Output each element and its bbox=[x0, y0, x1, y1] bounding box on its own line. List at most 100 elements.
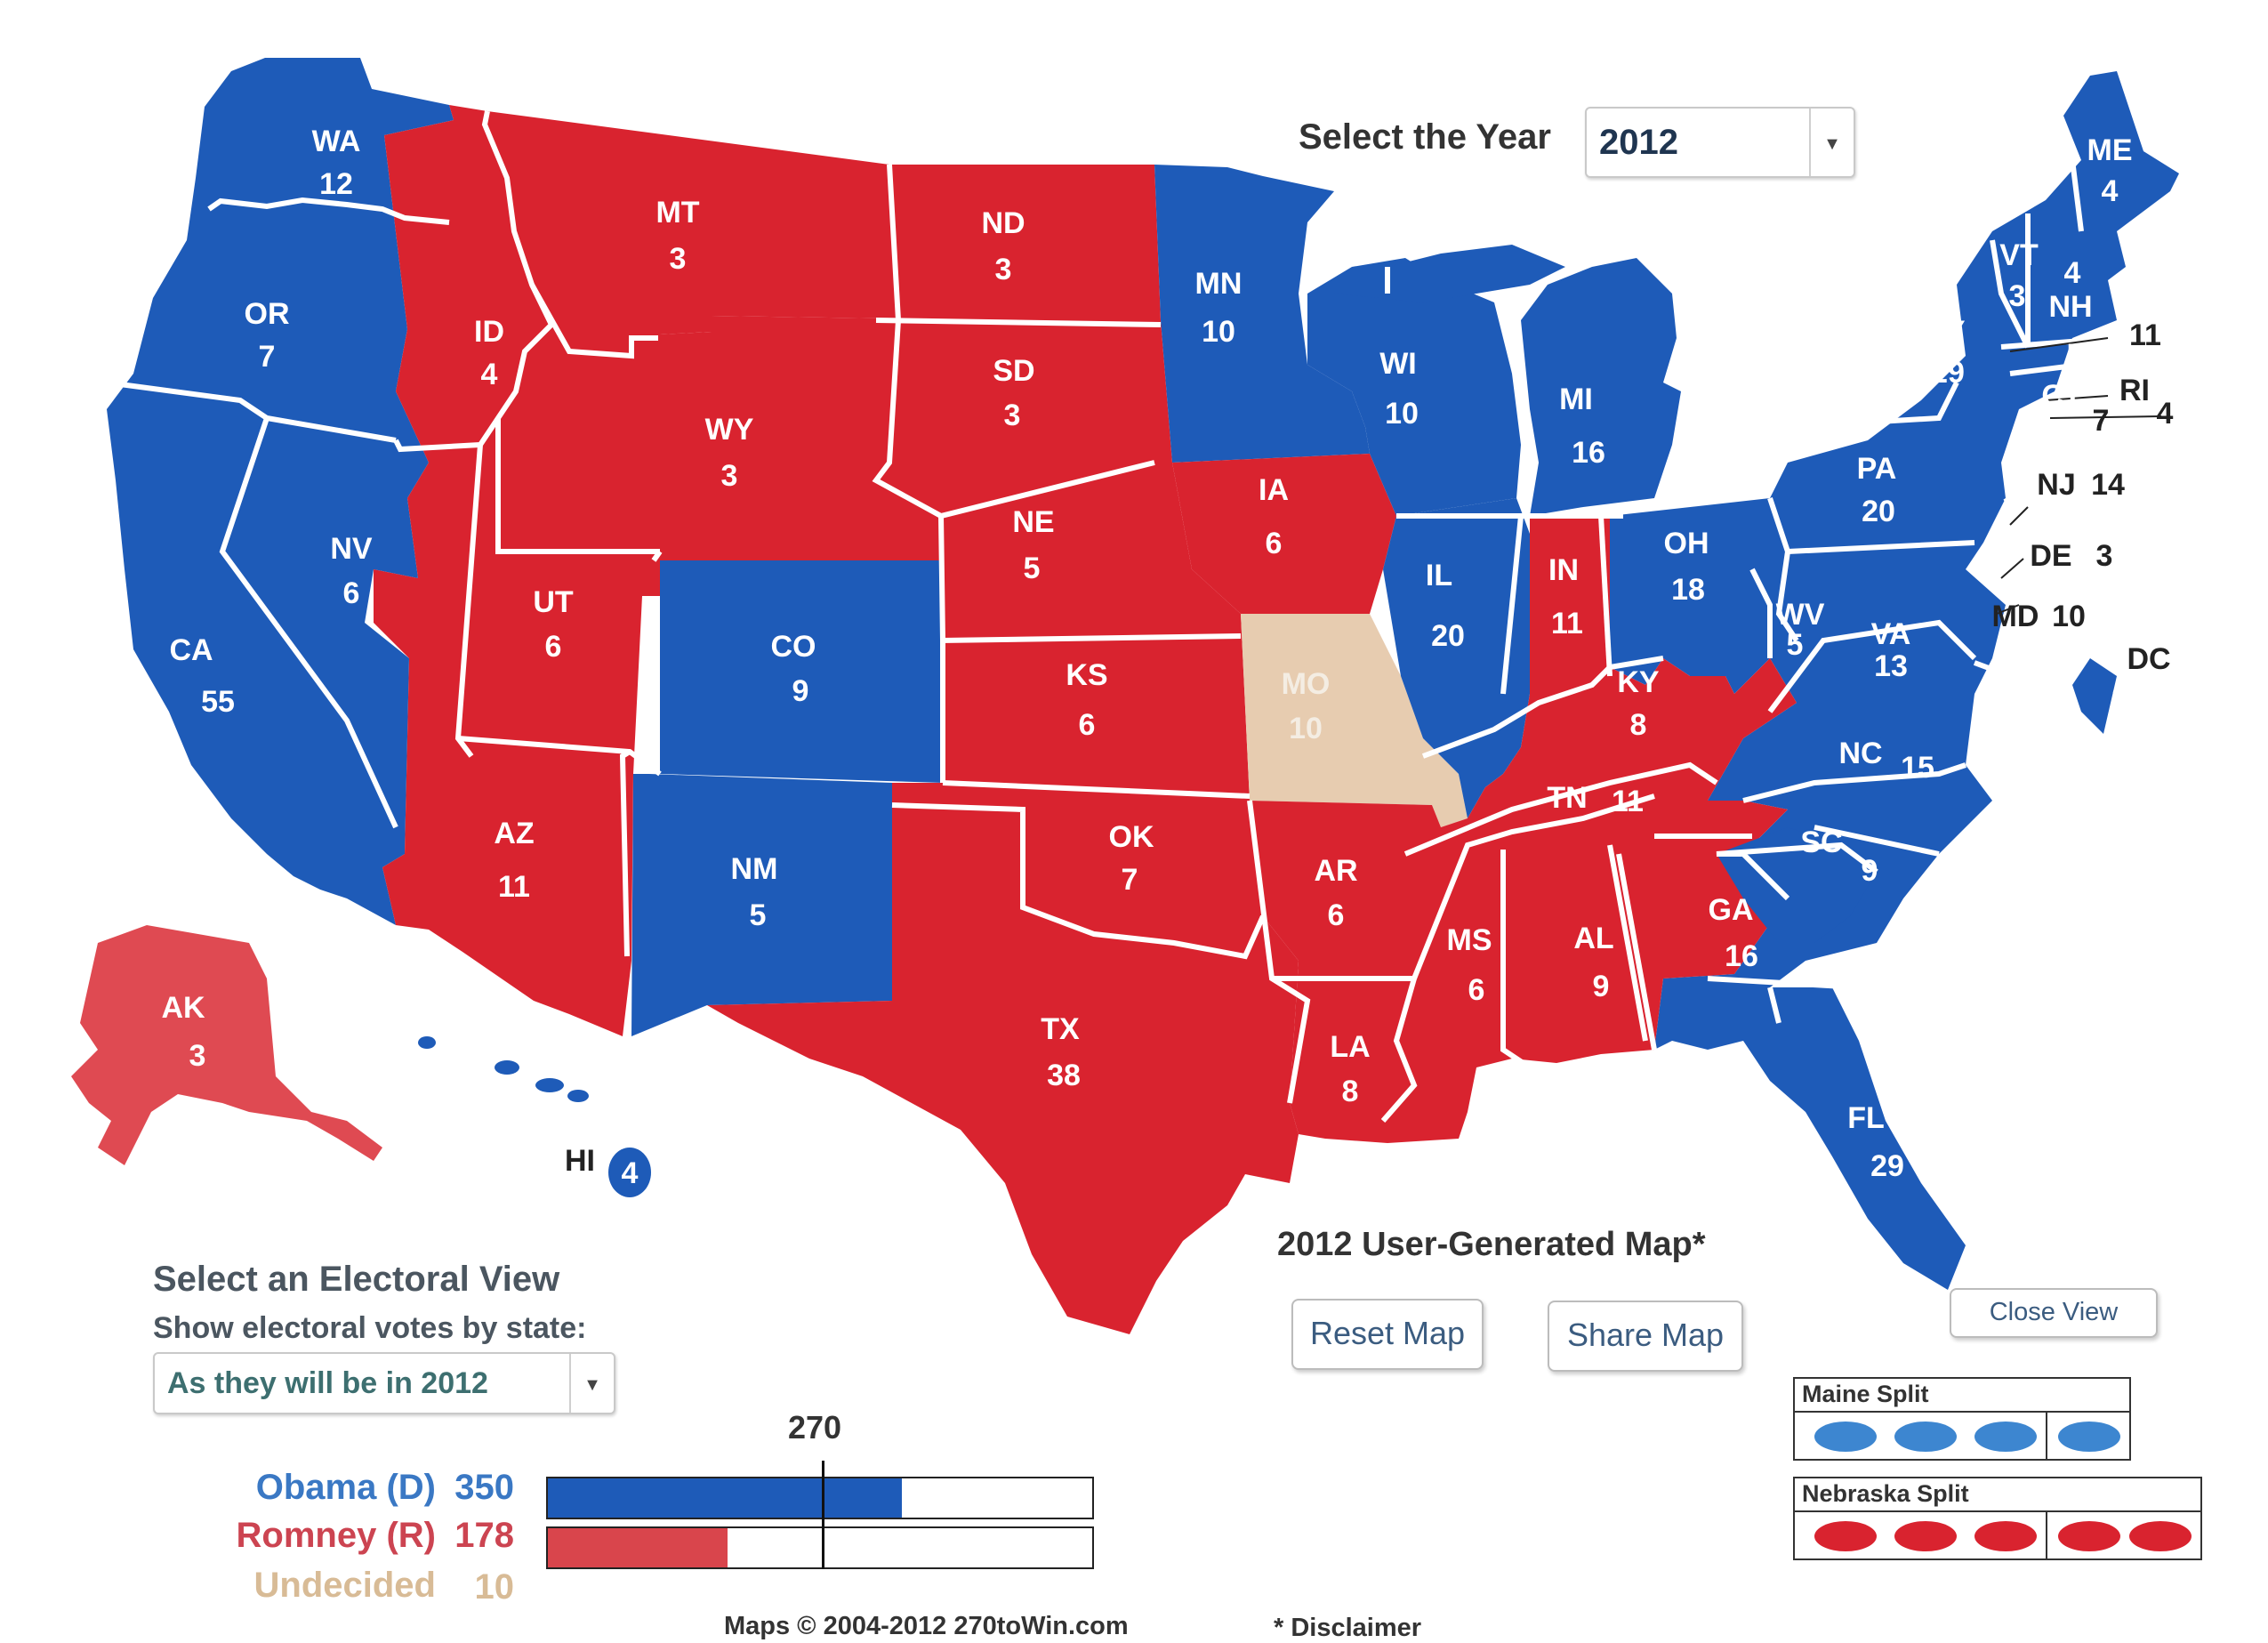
state-ev-me: 4 bbox=[2102, 174, 2119, 208]
obama-label: Obama (D) bbox=[255, 1468, 436, 1507]
state-ev-ma: 11 bbox=[2129, 318, 2161, 352]
state-ev-in: 11 bbox=[1551, 607, 1583, 640]
state-ev-nm: 5 bbox=[750, 898, 767, 932]
state-shape-dc[interactable] bbox=[2072, 658, 2117, 734]
state-ev-nd: 3 bbox=[995, 253, 1012, 286]
state-label-ar: AR bbox=[1314, 854, 1357, 888]
state-ev-ok: 7 bbox=[1122, 863, 1138, 897]
state-ev-ms: 6 bbox=[1468, 973, 1485, 1007]
state-ev-la: 8 bbox=[1342, 1075, 1359, 1108]
chevron-down-icon: ▼ bbox=[583, 1374, 601, 1395]
year-select[interactable]: 2012 ▼ bbox=[1585, 107, 1855, 178]
state-ev-or: 7 bbox=[259, 340, 276, 374]
state-ev-oh: 18 bbox=[1671, 573, 1705, 607]
nebraska-district-oval[interactable] bbox=[1814, 1521, 1877, 1551]
reset-map-button[interactable]: Reset Map bbox=[1291, 1299, 1484, 1370]
state-ev-ri: 4 bbox=[2157, 397, 2174, 431]
state-label-wi: WI bbox=[1379, 347, 1417, 381]
state-label-va: VA bbox=[1871, 617, 1911, 651]
state-label-ga: GA bbox=[1709, 893, 1754, 927]
state-ev-oh-abbr: OH bbox=[1664, 527, 1709, 560]
state-shape-ak[interactable] bbox=[71, 925, 382, 1165]
nebraska-split-title: Nebraska Split bbox=[1795, 1478, 2200, 1512]
electoral-view-title: Select an Electoral View bbox=[153, 1260, 560, 1299]
state-ev-wi: 10 bbox=[1385, 397, 1419, 431]
state-ev-tx: 38 bbox=[1047, 1059, 1081, 1092]
state-label-id: ID bbox=[474, 315, 504, 349]
state-label-ny: NY bbox=[1923, 315, 1966, 349]
state-shape-east-democrat[interactable] bbox=[1610, 71, 2179, 1290]
state-label-wa: WA bbox=[312, 125, 361, 158]
state-shape-il[interactable] bbox=[1383, 498, 1530, 818]
state-shape-nm[interactable] bbox=[631, 774, 892, 1036]
state-ev-nh: 4 bbox=[2064, 256, 2081, 290]
year-select-label: Select the Year bbox=[1299, 117, 1551, 157]
state-label-wy: WY bbox=[705, 413, 754, 447]
state-label-nv: NV bbox=[330, 532, 373, 566]
state-ev-wy: 3 bbox=[721, 459, 738, 493]
state-shape-hi[interactable] bbox=[418, 1036, 651, 1197]
state-label-or: OR bbox=[245, 297, 290, 331]
state-shape-mountain-republican[interactable] bbox=[374, 105, 889, 1036]
state-ev-sc: 9 bbox=[1862, 854, 1878, 888]
state-label-mt: MT bbox=[655, 196, 699, 230]
nebraska-district-oval[interactable] bbox=[2129, 1521, 2192, 1551]
undecided-label: Undecided bbox=[253, 1566, 436, 1605]
state-shape-mi-upper[interactable] bbox=[1334, 245, 1565, 302]
year-select-dropdown[interactable]: ▼ bbox=[1809, 109, 1854, 176]
maine-district-oval[interactable] bbox=[1894, 1422, 1957, 1452]
state-ev-ia: 6 bbox=[1266, 527, 1283, 560]
state-shape-plains-republican[interactable] bbox=[660, 165, 1299, 1334]
state-label-il: IL bbox=[1426, 559, 1452, 592]
disclaimer-link[interactable]: * Disclaimer bbox=[1274, 1614, 1422, 1642]
state-shape-west-democrat[interactable] bbox=[107, 58, 454, 925]
state-ev-ky: 8 bbox=[1630, 708, 1647, 742]
state-labels: WA 12 OR 7 CA 55 NV 6 ID 4 MT 3 WY 3 UT … bbox=[161, 125, 2173, 1190]
state-label-mi: MI bbox=[1559, 383, 1593, 416]
maine-district-oval[interactable] bbox=[1974, 1422, 2037, 1452]
maine-district-oval[interactable] bbox=[2058, 1422, 2120, 1452]
state-ev-mt: 3 bbox=[670, 242, 687, 276]
state-shape-ia[interactable] bbox=[1172, 454, 1396, 614]
state-label-sc: SC bbox=[1800, 826, 1842, 859]
electoral-view-subtitle: Show electoral votes by state: bbox=[153, 1311, 587, 1345]
state-ev-ar: 6 bbox=[1328, 898, 1345, 932]
state-label-de: DE bbox=[2030, 539, 2071, 573]
state-label-la: LA bbox=[1330, 1030, 1370, 1064]
state-label-nm: NM bbox=[731, 852, 778, 886]
threshold-marker bbox=[822, 1461, 824, 1569]
state-shape-co[interactable] bbox=[660, 560, 943, 783]
connector-lines bbox=[1996, 337, 2162, 615]
electoral-view-value: As they will be in 2012 bbox=[167, 1366, 488, 1400]
state-ev-dc: 3 bbox=[2112, 681, 2129, 715]
maine-split-divider bbox=[2046, 1413, 2047, 1459]
state-ev-ut: 6 bbox=[545, 630, 562, 664]
state-label-ks: KS bbox=[1066, 658, 1107, 692]
romney-bar-fill bbox=[548, 1528, 728, 1567]
close-view-button[interactable]: Close View bbox=[1950, 1288, 2158, 1338]
state-label-tx: TX bbox=[1041, 1012, 1080, 1046]
state-ev-ne: 5 bbox=[1024, 552, 1041, 585]
electoral-view-select[interactable]: As they will be in 2012 ▼ bbox=[153, 1352, 615, 1414]
state-label-wv: WV bbox=[1776, 598, 1825, 632]
nebraska-split-divider bbox=[2046, 1512, 2047, 1558]
nebraska-district-oval[interactable] bbox=[2058, 1521, 2120, 1551]
state-label-nc: NC bbox=[1838, 737, 1882, 770]
state-ev-va: 13 bbox=[1874, 649, 1908, 683]
electoral-view-dropdown[interactable]: ▼ bbox=[569, 1354, 614, 1413]
state-label-me: ME bbox=[2087, 133, 2133, 167]
state-label-az: AZ bbox=[494, 817, 534, 850]
state-shape-mi[interactable] bbox=[1521, 258, 1681, 516]
nebraska-district-oval[interactable] bbox=[1974, 1521, 2037, 1551]
state-shape-mo[interactable] bbox=[1241, 614, 1468, 827]
state-shape-wi[interactable] bbox=[1307, 258, 1521, 516]
state-shape-sc[interactable] bbox=[1717, 827, 1877, 943]
state-shape-mn[interactable] bbox=[1154, 165, 1370, 463]
maine-district-oval[interactable] bbox=[1814, 1422, 1877, 1452]
state-ev-nj: 14 bbox=[2091, 468, 2125, 502]
state-label-sd: SD bbox=[993, 354, 1034, 388]
share-map-button[interactable]: Share Map bbox=[1548, 1301, 1743, 1372]
state-label-ct: CT bbox=[2041, 379, 2082, 413]
nebraska-district-oval[interactable] bbox=[1894, 1521, 1957, 1551]
user-map-title: 2012 User-Generated Map* bbox=[1277, 1226, 1706, 1263]
